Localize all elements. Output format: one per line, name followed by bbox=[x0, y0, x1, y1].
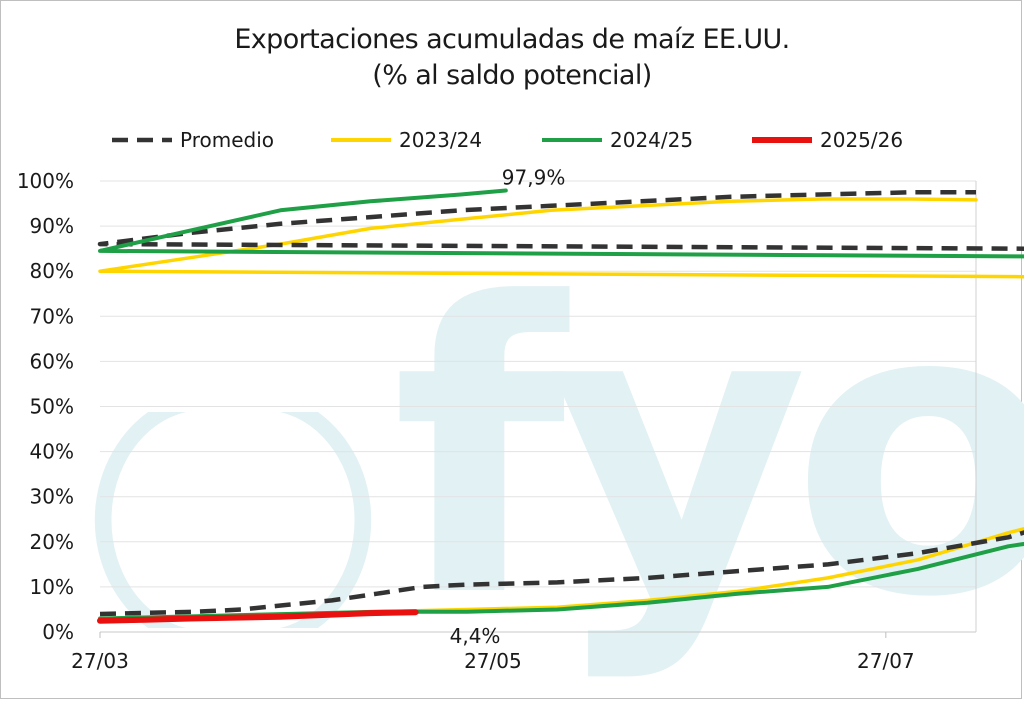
legend-label: 2023/24 bbox=[399, 128, 482, 152]
legend-label: 2025/26 bbox=[820, 128, 903, 152]
y-tick-label: 30% bbox=[30, 485, 74, 509]
y-tick-label: 70% bbox=[30, 304, 74, 328]
y-tick-label: 0% bbox=[42, 620, 74, 644]
x-tick-label: 27/05 bbox=[464, 649, 522, 673]
legend: Promedio 2023/24 2024/25 2025/26 bbox=[112, 128, 903, 152]
y-tick-label: 20% bbox=[30, 530, 74, 554]
y-axis-ticks: 0% 10% 20% 30% 40% 50% 60% 70% 80% 90% 100% bbox=[17, 169, 74, 644]
annotations: 4,4% 97,9% bbox=[450, 165, 566, 648]
x-axis-ticks: 27/0327/0527/0727/0927/1127/0127/0327/05… bbox=[71, 632, 915, 673]
chart-title: Exportaciones acumuladas de maíz EE.UU. bbox=[234, 24, 790, 55]
x-tick-label: 27/03 bbox=[71, 649, 129, 673]
series-line-2025-26 bbox=[97, 609, 419, 624]
chart-subtitle: (% al saldo potencial) bbox=[372, 60, 652, 91]
series-line-2023-24 bbox=[98, 197, 1024, 621]
x-tick-label: 27/07 bbox=[857, 649, 915, 673]
y-tick-label: 100% bbox=[17, 169, 74, 193]
y-tick-label: 40% bbox=[30, 440, 74, 464]
y-tick-label: 60% bbox=[30, 349, 74, 373]
y-tick-label: 90% bbox=[30, 214, 74, 238]
series-line-2024-25 bbox=[98, 188, 1024, 621]
watermark-crescent-left bbox=[94, 412, 186, 628]
legend-label: Promedio bbox=[180, 128, 274, 152]
watermark-crescent-right bbox=[280, 412, 372, 628]
y-tick-label: 10% bbox=[30, 575, 74, 599]
y-tick-label: 50% bbox=[30, 395, 74, 419]
annotation-2024-25-last: 97,9% bbox=[502, 165, 566, 189]
legend-label: 2024/25 bbox=[610, 128, 693, 152]
series-lines bbox=[97, 188, 1024, 624]
watermark-text: fyo bbox=[392, 220, 1024, 685]
annotation-2025-26-last: 4,4% bbox=[450, 624, 501, 648]
y-tick-label: 80% bbox=[30, 259, 74, 283]
